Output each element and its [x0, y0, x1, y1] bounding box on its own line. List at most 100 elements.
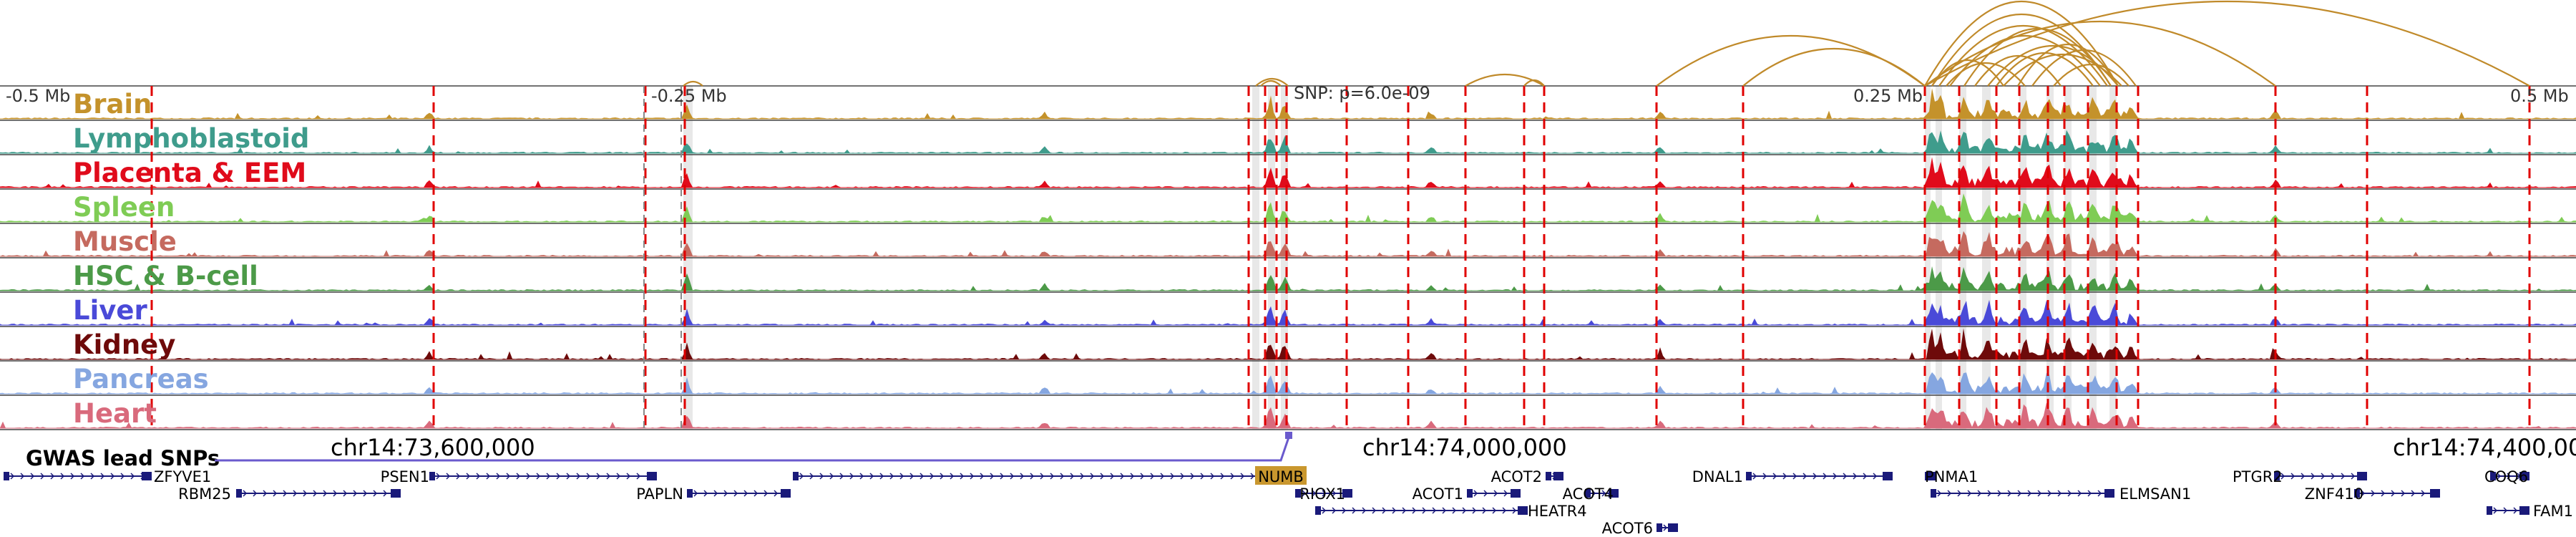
- strand-arrow: [1432, 507, 1437, 514]
- gene-exon: [2104, 489, 2114, 498]
- track-label: HSC & B-cell: [73, 261, 258, 291]
- loop-arc: [1931, 13, 2112, 87]
- loop-arc: [1523, 79, 1545, 87]
- gene-label: HEATR4: [1528, 503, 1587, 520]
- strand-arrow: [930, 473, 935, 480]
- strand-arrow: [1090, 473, 1095, 480]
- strand-arrow: [363, 490, 368, 497]
- gene-exon: [2519, 472, 2529, 480]
- strand-arrow: [960, 473, 965, 480]
- strand-arrow: [2513, 507, 2518, 514]
- strand-arrow: [1997, 490, 2002, 497]
- strand-arrow: [243, 490, 248, 497]
- strand-arrow: [2017, 490, 2022, 497]
- strand-arrow: [1140, 473, 1145, 480]
- signal-tracks: [0, 85, 2576, 430]
- gene-exon: [1883, 472, 1893, 480]
- gene-label: COQ6: [2484, 468, 2528, 485]
- loop-arc: [2003, 54, 2122, 87]
- strand-arrow: [1937, 490, 1942, 497]
- strand-arrow: [1382, 507, 1387, 514]
- strand-arrow: [909, 473, 914, 480]
- strand-arrow: [1240, 473, 1245, 480]
- strand-arrow: [1977, 490, 1982, 497]
- strand-arrow: [2321, 473, 2326, 480]
- strand-arrow: [1302, 490, 1307, 497]
- strand-arrow: [373, 490, 378, 497]
- strand-arrow: [889, 473, 894, 480]
- strand-arrow: [1503, 490, 1508, 497]
- strand-arrow: [383, 490, 388, 497]
- strand-arrow: [763, 490, 769, 497]
- coordinate-label: chr14:74,400,000: [2393, 434, 2576, 461]
- loop-arc: [683, 80, 703, 87]
- strand-arrow: [1060, 473, 1065, 480]
- strand-arrow: [130, 473, 135, 480]
- gene-label: ACOT1: [1413, 485, 1463, 503]
- strand-arrow: [343, 490, 348, 497]
- strand-arrow: [2057, 490, 2062, 497]
- gene-exon: [2354, 489, 2360, 498]
- strand-arrow: [1362, 507, 1367, 514]
- strand-arrow: [829, 473, 834, 480]
- gene-exon: [1295, 489, 1301, 498]
- strand-arrow: [2503, 507, 2508, 514]
- gene-exon: [1315, 506, 1321, 515]
- coordinate-label: chr14:74,000,000: [1362, 434, 1567, 461]
- strand-arrow: [980, 473, 985, 480]
- strand-arrow: [1833, 473, 1838, 480]
- strand-arrow: [120, 473, 125, 480]
- strand-arrow: [1372, 507, 1377, 514]
- gene-exon: [4, 472, 9, 480]
- signal-2: [0, 157, 2576, 188]
- strand-arrow: [1332, 507, 1337, 514]
- gene-exon: [2274, 472, 2280, 480]
- signal-1: [0, 130, 2576, 153]
- strand-arrow: [253, 490, 258, 497]
- strand-arrow: [616, 473, 621, 480]
- gene-exon: [781, 489, 791, 498]
- strand-arrow: [526, 473, 531, 480]
- strand-arrow: [110, 473, 115, 480]
- gene-exon: [2357, 472, 2367, 480]
- loop-arc: [2053, 63, 2129, 87]
- strand-arrow: [1452, 507, 1457, 514]
- strand-arrow: [263, 490, 268, 497]
- coordinate-labels: chr14:73,600,000 chr14:74,000,000 chr14:74…: [331, 434, 2576, 461]
- signal-9: [0, 402, 2576, 428]
- strand-arrow: [753, 490, 758, 497]
- strand-arrow: [940, 473, 945, 480]
- strand-arrow: [743, 490, 748, 497]
- strand-arrow: [436, 473, 441, 480]
- loop-arc: [1924, 1, 2530, 87]
- highlight-gene-box: [1255, 466, 1307, 485]
- strand-arrow: [576, 473, 581, 480]
- strand-arrow: [1200, 473, 1205, 480]
- strand-arrow: [60, 473, 65, 480]
- gene-exon: [1467, 489, 1473, 498]
- strand-arrow: [1967, 490, 1972, 497]
- gene-exon: [2430, 489, 2440, 498]
- strand-arrow: [100, 473, 105, 480]
- gene-label: ACOT6: [1602, 520, 1653, 537]
- signal-6: [0, 299, 2576, 325]
- strand-arrow: [476, 473, 481, 480]
- gene-exon: [236, 489, 242, 498]
- loop-arc: [1465, 73, 1545, 87]
- strand-arrow: [1010, 473, 1015, 480]
- strand-arrow: [1180, 473, 1185, 480]
- strand-arrow: [606, 473, 611, 480]
- strand-arrow: [1813, 473, 1818, 480]
- strand-arrow: [2067, 490, 2072, 497]
- gene-label: ZFYVE1: [154, 468, 211, 485]
- gene-label: PNMA1: [1925, 468, 1978, 485]
- gene-exon: [1553, 472, 1563, 480]
- strand-arrow: [950, 473, 955, 480]
- strand-arrow: [2371, 490, 2376, 497]
- gene-exon: [793, 472, 799, 480]
- strand-arrow: [1987, 490, 1992, 497]
- loop-arc: [1260, 79, 1282, 87]
- strand-arrow: [809, 473, 814, 480]
- strand-arrow: [1802, 473, 1807, 480]
- track-label: Heart: [73, 398, 157, 429]
